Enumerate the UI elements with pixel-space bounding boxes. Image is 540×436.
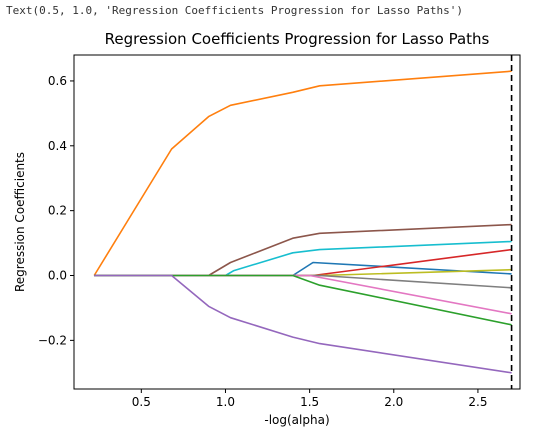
series-line-10 (94, 274, 512, 374)
y-tick-label: 0.6 (48, 74, 67, 88)
series-layer (93, 70, 512, 374)
y-tick-label: 0.4 (48, 139, 67, 153)
chart-title: Regression Coefficients Progression for … (105, 30, 490, 48)
y-tick-label: 0.0 (48, 269, 67, 283)
x-tick-label: 1.5 (300, 395, 319, 409)
y-tick-label: −0.2 (38, 333, 67, 347)
y-axis-label: Regression Coefficients (13, 152, 27, 292)
x-tick-label: 2.5 (468, 395, 487, 409)
x-tick-label: 1.0 (216, 395, 235, 409)
y-tick-label: 0.2 (48, 204, 67, 218)
x-axis-label: -log(alpha) (264, 413, 329, 427)
series-line-9 (94, 274, 512, 326)
cell-output-text: Text(0.5, 1.0, 'Regression Coefficients … (6, 4, 463, 17)
x-tick-label: 2.0 (384, 395, 403, 409)
series-line-1 (93, 70, 512, 276)
series-line-2 (94, 223, 512, 277)
x-tick-label: 0.5 (132, 395, 151, 409)
x-axis-ticks: 0.5 1.0 1.5 2.0 2.5 (132, 389, 487, 409)
y-axis-ticks: −0.2 0.0 0.2 0.4 0.6 (38, 74, 74, 347)
series-line-8 (94, 274, 512, 315)
plot-frame (73, 54, 521, 390)
series-line-4 (94, 261, 512, 277)
series-line-7 (94, 274, 512, 289)
